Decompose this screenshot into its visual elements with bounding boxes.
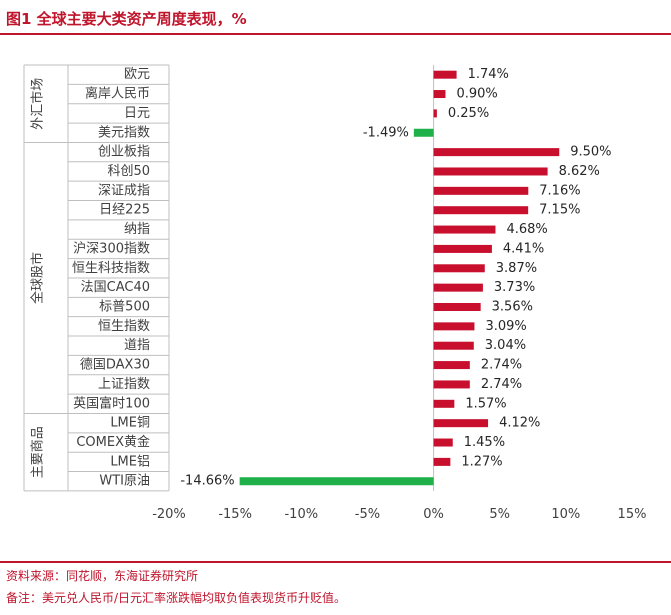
- category-label: 恒生指数: [98, 319, 150, 334]
- value-label: 4.68%: [506, 222, 547, 237]
- category-label: 创业板指: [98, 145, 150, 160]
- title-rule: [0, 33, 671, 35]
- category-label: 纳指: [124, 222, 150, 237]
- value-label: 7.16%: [539, 183, 580, 198]
- category-label: 沪深300指数: [73, 240, 150, 256]
- value-label: 9.50%: [570, 145, 611, 160]
- category-label: 恒生科技指数: [72, 261, 150, 276]
- footer-rule: [0, 561, 671, 563]
- category-label: 美元指数: [98, 125, 150, 140]
- bar: [433, 109, 437, 118]
- value-label: 1.45%: [464, 435, 505, 450]
- bar: [433, 438, 453, 447]
- group-label: 全球股市: [30, 252, 46, 304]
- value-label: 2.74%: [481, 358, 522, 373]
- x-tick-label: 10%: [551, 507, 580, 522]
- category-label: 日经225: [99, 203, 150, 218]
- bar: [433, 167, 548, 176]
- x-tick-label: -20%: [152, 507, 186, 522]
- bar: [433, 457, 451, 466]
- bar: [433, 399, 455, 408]
- bar: [433, 244, 492, 253]
- bar: [413, 128, 434, 137]
- bar: [433, 264, 485, 273]
- bar: [433, 419, 489, 428]
- value-label: 1.74%: [468, 67, 509, 82]
- value-label: 3.04%: [485, 338, 526, 353]
- x-tick-label: 5%: [489, 507, 510, 522]
- footnote: 备注：美元兑人民币/日元汇率涨跌幅均取负值表现货币升贬值。: [6, 591, 347, 605]
- category-label: WTI原油: [99, 474, 150, 489]
- value-label: -14.66%: [180, 474, 234, 489]
- source-note: 资料来源：同花顺，东海证券研究所: [6, 569, 199, 583]
- value-label: 7.15%: [539, 203, 580, 218]
- bar: [433, 361, 470, 370]
- bar: [433, 70, 457, 79]
- bar: [239, 477, 434, 486]
- bar: [433, 283, 483, 292]
- value-label: 2.74%: [481, 377, 522, 392]
- category-label: 深证成指: [98, 183, 150, 198]
- value-label: 3.87%: [496, 261, 537, 276]
- category-label: 上证指数: [98, 377, 150, 392]
- figure-title: 图1 全球主要大类资产周度表现，%: [6, 10, 247, 28]
- x-tick-label: 0%: [423, 507, 444, 522]
- group-label: 外汇市场: [30, 78, 46, 130]
- category-label: 道指: [124, 338, 150, 353]
- x-tick-label: -15%: [218, 507, 252, 522]
- category-label: 离岸人民币: [85, 86, 150, 102]
- bar: [433, 148, 560, 157]
- x-tick-label: -10%: [284, 507, 318, 522]
- category-label: 欧元: [124, 67, 150, 82]
- bar: [433, 225, 496, 234]
- value-label: 4.41%: [503, 241, 544, 256]
- group-label: 主要商品: [31, 426, 46, 478]
- x-tick-label: 15%: [618, 507, 647, 522]
- value-label: 3.73%: [494, 280, 535, 295]
- value-label: 1.27%: [461, 454, 502, 469]
- value-label: 3.56%: [492, 300, 533, 315]
- category-label: 德国DAX30: [80, 358, 150, 373]
- value-label: 0.90%: [456, 87, 497, 102]
- bar: [433, 322, 475, 331]
- x-tick-label: -5%: [355, 507, 380, 522]
- value-label: -1.49%: [363, 125, 409, 140]
- value-label: 8.62%: [559, 164, 600, 179]
- value-label: 3.09%: [485, 319, 526, 334]
- category-label: LME铜: [110, 416, 150, 431]
- value-label: 1.57%: [465, 396, 506, 411]
- bar: [433, 303, 481, 311]
- category-label: LME铝: [110, 454, 150, 469]
- value-label: 4.12%: [499, 416, 540, 431]
- category-label: 英国富时100: [73, 395, 150, 411]
- category-label: 标普500: [99, 300, 150, 315]
- category-label: 日元: [124, 106, 150, 121]
- category-label: 科创50: [107, 164, 150, 179]
- bar: [433, 341, 474, 350]
- value-label: 0.25%: [448, 106, 489, 121]
- bar: [433, 380, 470, 389]
- category-label: COMEX黄金: [76, 434, 150, 450]
- bar: [433, 206, 529, 215]
- category-label: 法国CAC40: [81, 280, 150, 295]
- bar: [433, 90, 446, 99]
- bar: [433, 186, 529, 195]
